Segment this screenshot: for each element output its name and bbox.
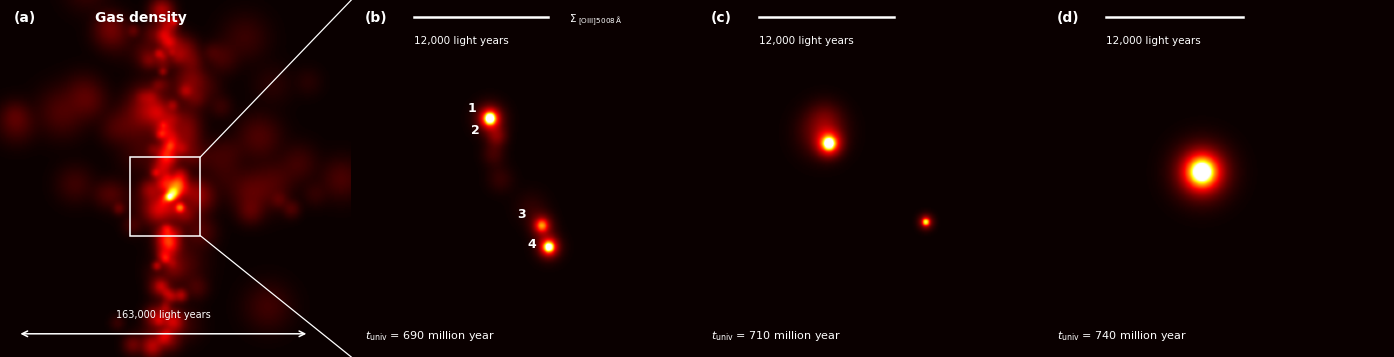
- Text: $t_{\rm univ}$ = 690 million year: $t_{\rm univ}$ = 690 million year: [365, 329, 495, 343]
- Text: $t_{\rm univ}$ = 740 million year: $t_{\rm univ}$ = 740 million year: [1057, 329, 1186, 343]
- Text: 4: 4: [527, 238, 537, 251]
- Text: 2: 2: [471, 124, 480, 137]
- Text: $\Sigma_{\rm\ [OIII]5008\,\AA}$: $\Sigma_{\rm\ [OIII]5008\,\AA}$: [569, 12, 623, 29]
- Text: 1: 1: [467, 102, 475, 115]
- Text: $t_{\rm univ}$ = 710 million year: $t_{\rm univ}$ = 710 million year: [711, 329, 841, 343]
- Text: (b): (b): [365, 11, 388, 25]
- Text: 12,000 light years: 12,000 light years: [1105, 36, 1200, 46]
- Bar: [130, 157, 201, 236]
- Text: (a): (a): [14, 11, 36, 25]
- Text: 163,000 light years: 163,000 light years: [116, 310, 210, 320]
- Text: Gas density: Gas density: [95, 11, 187, 25]
- Text: (c): (c): [711, 11, 732, 25]
- Text: 12,000 light years: 12,000 light years: [760, 36, 855, 46]
- Text: (d): (d): [1057, 11, 1079, 25]
- Text: 3: 3: [517, 208, 526, 221]
- Text: 12,000 light years: 12,000 light years: [414, 36, 509, 46]
